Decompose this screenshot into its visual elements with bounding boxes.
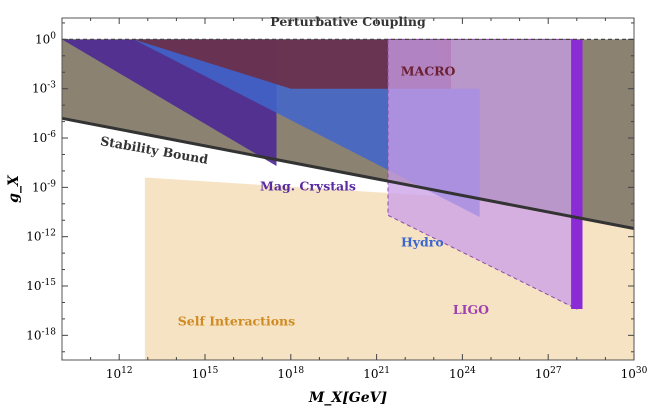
y-tick-label: 10-15 — [26, 278, 56, 293]
x-tick-label: 1030 — [621, 366, 648, 381]
y-axis-title: g_X — [6, 174, 22, 203]
y-tick-label: 10-18 — [26, 327, 56, 342]
ticks-layer: 1012 1015 1018 1021 1024 1027 1030 100 10-3 10-6 1… — [26, 18, 648, 381]
lines-layer — [61, 38, 635, 230]
x-tick-label: 1015 — [192, 366, 219, 381]
x-tick-label: 1027 — [535, 366, 562, 381]
line-stability-bound — [61, 116, 635, 230]
region-ligo-bar — [571, 39, 583, 310]
y-tick-label: 100 — [35, 31, 56, 46]
annotation-hydro: Hydro — [401, 235, 444, 250]
annotation-macro: MACRO — [401, 64, 456, 79]
annotation-self-interactions: Self Interactions — [178, 313, 295, 328]
x-tick-label: 1018 — [277, 366, 304, 381]
y-tick-label: 10-12 — [26, 229, 56, 244]
x-tick-label: 1021 — [363, 366, 390, 381]
x-tick-label: 1024 — [449, 366, 476, 381]
x-tick-label: 1012 — [106, 366, 133, 381]
regions-layer — [62, 38, 634, 360]
y-tick-label: 10-3 — [32, 81, 56, 96]
annotation-perturbative-coupling: Perturbative Coupling — [270, 14, 426, 29]
region-macro — [133, 39, 451, 89]
x-axis-title: M_X[GeV] — [308, 390, 388, 406]
y-tick-label: 10-9 — [32, 179, 56, 194]
y-tick-label: 10-6 — [32, 130, 56, 145]
annotation-mag-crystals: Mag. Crystals — [260, 179, 356, 194]
annotation-ligo: LIGO — [453, 302, 489, 317]
